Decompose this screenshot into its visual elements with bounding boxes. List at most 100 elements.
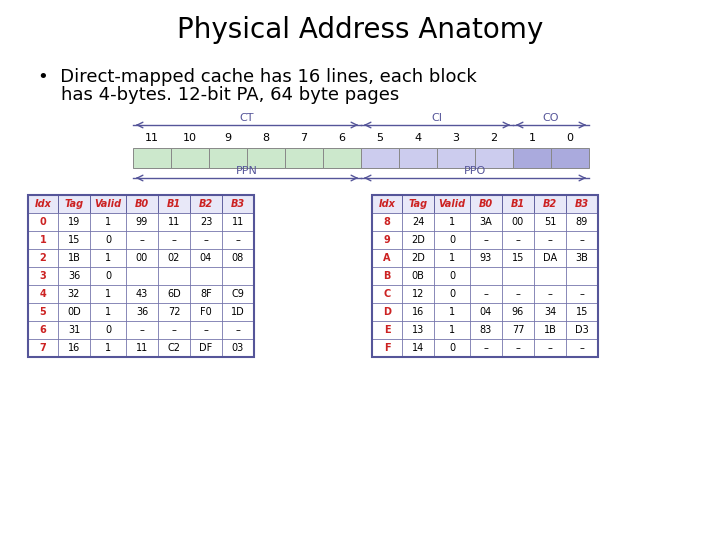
Text: 6: 6 (40, 325, 46, 335)
Bar (502, 195, 534, 213)
Bar (158, 249, 190, 267)
Text: 1: 1 (105, 307, 111, 317)
Text: 1: 1 (528, 133, 536, 143)
Bar (222, 195, 254, 213)
Bar (502, 267, 534, 285)
Bar (28, 285, 58, 303)
Text: F0: F0 (200, 307, 212, 317)
Bar (502, 249, 534, 267)
Text: 0: 0 (449, 271, 455, 281)
Bar (434, 231, 470, 249)
Bar (470, 213, 502, 231)
Bar (126, 231, 158, 249)
Text: 15: 15 (512, 253, 524, 263)
Text: B1: B1 (167, 199, 181, 209)
Text: 13: 13 (412, 325, 424, 335)
Text: Physical Address Anatomy: Physical Address Anatomy (177, 16, 543, 44)
Bar (158, 321, 190, 339)
Bar (534, 213, 566, 231)
Bar (551, 148, 589, 168)
Bar (513, 148, 551, 168)
Bar (566, 195, 598, 213)
Text: C9: C9 (232, 289, 244, 299)
Bar (402, 285, 434, 303)
Bar (126, 321, 158, 339)
Bar (402, 213, 434, 231)
Text: 15: 15 (576, 307, 588, 317)
Text: DA: DA (543, 253, 557, 263)
Text: 0: 0 (105, 325, 111, 335)
Bar (90, 195, 126, 213)
Text: –: – (548, 289, 552, 299)
Bar (158, 267, 190, 285)
Text: 1: 1 (449, 253, 455, 263)
Bar (28, 231, 58, 249)
Bar (58, 339, 90, 357)
Bar (470, 303, 502, 321)
Text: –: – (204, 235, 208, 245)
Text: 08: 08 (232, 253, 244, 263)
Bar (190, 231, 222, 249)
Bar (133, 148, 171, 168)
Text: 0: 0 (567, 133, 574, 143)
Bar (470, 285, 502, 303)
Text: 3: 3 (452, 133, 459, 143)
Text: 4: 4 (415, 133, 422, 143)
Bar (247, 148, 285, 168)
Text: 0: 0 (105, 271, 111, 281)
Bar (470, 231, 502, 249)
Bar (534, 321, 566, 339)
Bar (534, 231, 566, 249)
Text: 2: 2 (490, 133, 498, 143)
Text: 16: 16 (412, 307, 424, 317)
Text: PPO: PPO (464, 166, 486, 176)
Bar (372, 231, 402, 249)
Bar (566, 339, 598, 357)
Text: 11: 11 (136, 343, 148, 353)
Text: 96: 96 (512, 307, 524, 317)
Bar (437, 148, 475, 168)
Bar (28, 195, 254, 357)
Bar (372, 267, 402, 285)
Bar (372, 195, 598, 357)
Text: 99: 99 (136, 217, 148, 227)
Text: B3: B3 (231, 199, 245, 209)
Text: 77: 77 (512, 325, 524, 335)
Text: 3: 3 (40, 271, 46, 281)
Text: –: – (516, 343, 521, 353)
Text: 0: 0 (449, 289, 455, 299)
Text: 02: 02 (168, 253, 180, 263)
Bar (90, 267, 126, 285)
Bar (126, 195, 158, 213)
Text: 1: 1 (449, 307, 455, 317)
Text: 2D: 2D (411, 235, 425, 245)
Bar (372, 303, 402, 321)
Bar (126, 339, 158, 357)
Bar (434, 267, 470, 285)
Text: 1: 1 (40, 235, 46, 245)
Text: 11: 11 (168, 217, 180, 227)
Text: has 4-bytes. 12-bit PA, 64 byte pages: has 4-bytes. 12-bit PA, 64 byte pages (38, 86, 400, 104)
Text: –: – (235, 325, 240, 335)
Bar (90, 339, 126, 357)
Bar (90, 231, 126, 249)
Text: B1: B1 (511, 199, 525, 209)
Text: A: A (383, 253, 391, 263)
Bar (566, 285, 598, 303)
Bar (90, 321, 126, 339)
Text: CT: CT (240, 113, 254, 123)
Bar (126, 249, 158, 267)
Bar (372, 213, 402, 231)
Text: 1D: 1D (231, 307, 245, 317)
Bar (372, 195, 402, 213)
Text: Valid: Valid (94, 199, 122, 209)
Bar (126, 267, 158, 285)
Text: Idx: Idx (379, 199, 395, 209)
Bar (28, 303, 58, 321)
Bar (126, 303, 158, 321)
Text: 32: 32 (68, 289, 80, 299)
Bar (399, 148, 437, 168)
Text: 1: 1 (105, 217, 111, 227)
Text: 0D: 0D (67, 307, 81, 317)
Text: 51: 51 (544, 217, 556, 227)
